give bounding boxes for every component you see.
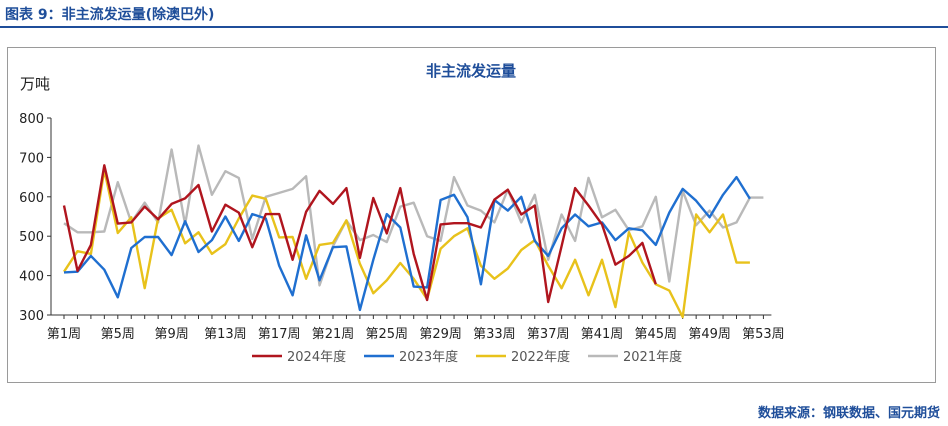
x-tick-label: 第45周: [635, 327, 678, 342]
x-tick-label: 第17周: [258, 327, 301, 342]
y-tick-label: 600: [19, 191, 44, 206]
series-line-2024年度: [62, 164, 657, 304]
y-tick-label: 400: [19, 270, 44, 285]
y-tick-label: 300: [19, 309, 44, 324]
series-line-2023年度: [63, 175, 751, 312]
x-tick-label: 第9周: [154, 327, 188, 342]
legend-label: 2021年度: [623, 349, 682, 365]
series-layer: [62, 144, 764, 319]
legend-label: 2024年度: [287, 349, 346, 365]
figure-title: 图表 9：非主流发运量(除澳巴外): [5, 7, 215, 23]
series-line-2022年度: [62, 168, 750, 319]
y-tick-label: 700: [19, 151, 44, 166]
source-note: 数据来源：钢联数据、国元期货: [757, 406, 940, 421]
x-tick-label: 第1周: [47, 327, 81, 342]
y-axis-label: 万吨: [20, 75, 50, 93]
x-tick-label: 第37周: [527, 327, 570, 342]
x-tick-label: 第49周: [688, 327, 731, 342]
y-tick-label: 800: [19, 112, 44, 127]
legend-label: 2022年度: [511, 349, 570, 365]
legend-label: 2023年度: [399, 349, 458, 365]
y-tick-label: 500: [19, 230, 44, 245]
x-tick-label: 第53周: [742, 327, 785, 342]
series-line-2021年度: [63, 144, 764, 287]
chart-title: 非主流发运量: [426, 62, 516, 80]
title-divider: [0, 26, 948, 28]
x-tick-label: 第21周: [312, 327, 355, 342]
legend: 2024年度 2023年度 2022年度 2021年度: [252, 349, 682, 365]
x-tick-label: 第41周: [581, 327, 624, 342]
x-tick-label: 第5周: [101, 327, 135, 342]
x-tick-label: 第33周: [473, 327, 516, 342]
x-tick-label: 第25周: [366, 327, 409, 342]
axes: 300400500600700800第1周 第5周 第9周 第13周 第17周 第21周第…: [19, 112, 785, 342]
chart-frame: [7, 47, 936, 383]
x-tick-label: 第29周: [419, 327, 462, 342]
x-tick-label: 第13周: [204, 327, 247, 342]
